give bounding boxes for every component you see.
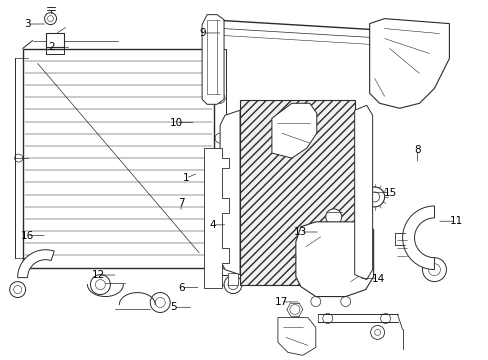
Bar	[240, 100, 354, 285]
Polygon shape	[402, 206, 433, 270]
Text: 14: 14	[371, 274, 385, 284]
Bar	[45, 32, 63, 46]
Text: 8: 8	[413, 144, 420, 154]
Circle shape	[325, 209, 341, 225]
Polygon shape	[18, 250, 54, 278]
Text: 6: 6	[178, 283, 184, 293]
Text: 4: 4	[209, 220, 216, 230]
Circle shape	[57, 243, 70, 257]
Text: 1: 1	[183, 173, 189, 183]
Polygon shape	[277, 318, 315, 355]
Polygon shape	[203, 148, 228, 288]
Text: 5: 5	[170, 302, 177, 312]
Text: 11: 11	[449, 216, 462, 226]
Circle shape	[370, 325, 384, 339]
Text: 7: 7	[178, 198, 184, 208]
Polygon shape	[295, 222, 373, 297]
Text: 15: 15	[384, 188, 397, 198]
Bar	[22, 49, 214, 268]
Text: 2: 2	[48, 42, 55, 52]
Circle shape	[224, 276, 242, 293]
Polygon shape	[202, 15, 224, 104]
Circle shape	[90, 275, 110, 294]
Text: 10: 10	[169, 118, 183, 128]
Polygon shape	[271, 103, 316, 158]
Text: 9: 9	[199, 28, 206, 38]
Polygon shape	[369, 19, 448, 108]
Bar	[227, 273, 238, 285]
Polygon shape	[220, 110, 240, 275]
Text: 3: 3	[24, 19, 31, 29]
Polygon shape	[354, 105, 372, 280]
Circle shape	[422, 258, 446, 282]
Circle shape	[10, 282, 25, 298]
Text: 16: 16	[21, 231, 34, 240]
Text: 12: 12	[91, 270, 104, 280]
Circle shape	[364, 187, 384, 207]
Text: 13: 13	[293, 227, 306, 237]
Text: 17: 17	[274, 297, 287, 307]
Circle shape	[150, 293, 170, 312]
